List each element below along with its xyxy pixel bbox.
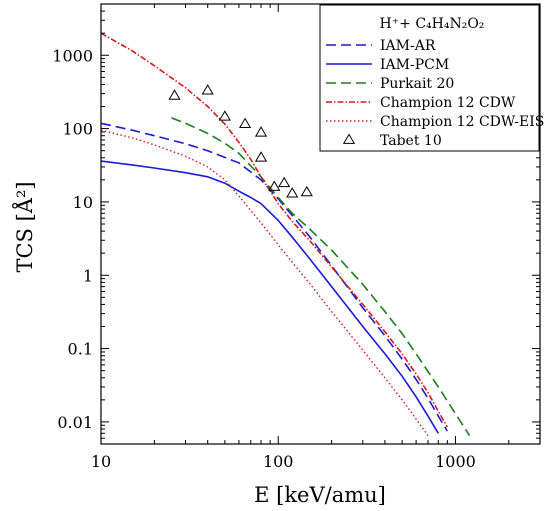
- y-tick-label: 10: [73, 193, 93, 212]
- series-line-0: [101, 123, 447, 431]
- tabet-marker: [202, 85, 212, 94]
- y-tick-label: 1000: [52, 46, 93, 65]
- y-tick-label: 0.1: [68, 340, 93, 359]
- legend-label: IAM-AR: [380, 38, 436, 54]
- legend-title: H⁺+ C₄H₄N₂O₂: [380, 16, 485, 32]
- tabet-marker: [169, 90, 179, 99]
- tabet-marker: [256, 127, 266, 136]
- tabet-marker: [302, 187, 312, 196]
- legend-label: Tabet 10: [380, 133, 442, 149]
- legend-label: Purkait 20: [380, 76, 454, 92]
- legend-label: IAM-PCM: [380, 57, 449, 73]
- legend-label: Champion 12 CDW: [380, 95, 516, 111]
- y-tick-label: 0.01: [57, 413, 93, 432]
- y-axis-label: TCS [Å²]: [12, 181, 37, 272]
- legend-label: Champion 12 CDW-EIS: [380, 114, 544, 130]
- x-axis-label: E [keV/amu]: [254, 483, 386, 507]
- tabet-marker: [287, 188, 297, 197]
- y-tick-label: 1: [83, 266, 93, 285]
- legend: H⁺+ C₄H₄N₂O₂ IAM-AR IAM-PCM Purkait 20 Champ…: [320, 5, 544, 151]
- tabet-marker: [240, 119, 250, 128]
- x-tick-label: 10: [91, 452, 111, 471]
- series-line-4: [101, 130, 428, 435]
- tabet-marker: [220, 111, 230, 120]
- markers-layer: [169, 85, 312, 197]
- series-line-1: [101, 161, 438, 433]
- x-tick-label: 1000: [435, 452, 476, 471]
- y-tick-label: 100: [62, 120, 93, 139]
- tabet-marker: [256, 152, 266, 161]
- tabet-marker: [279, 178, 289, 187]
- x-tick-label: 100: [263, 452, 294, 471]
